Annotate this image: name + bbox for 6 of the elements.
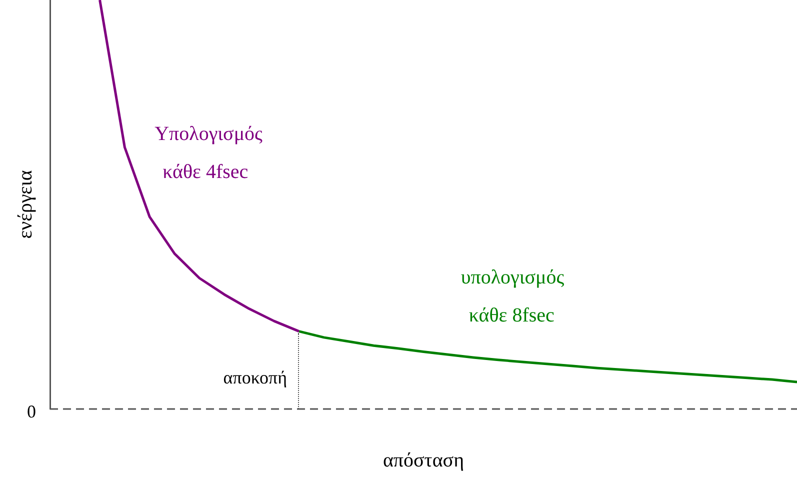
- x-axis-title: απόσταση: [382, 449, 464, 472]
- text: 0: [27, 402, 36, 422]
- series-label: Υπολογισμός κάθε 4fsec: [154, 123, 263, 184]
- y-axis-title: ενέργεια: [14, 170, 36, 239]
- annotation: αποκοπή: [223, 368, 287, 388]
- series-label: υπολογισμός κάθε 8fsec: [460, 266, 564, 326]
